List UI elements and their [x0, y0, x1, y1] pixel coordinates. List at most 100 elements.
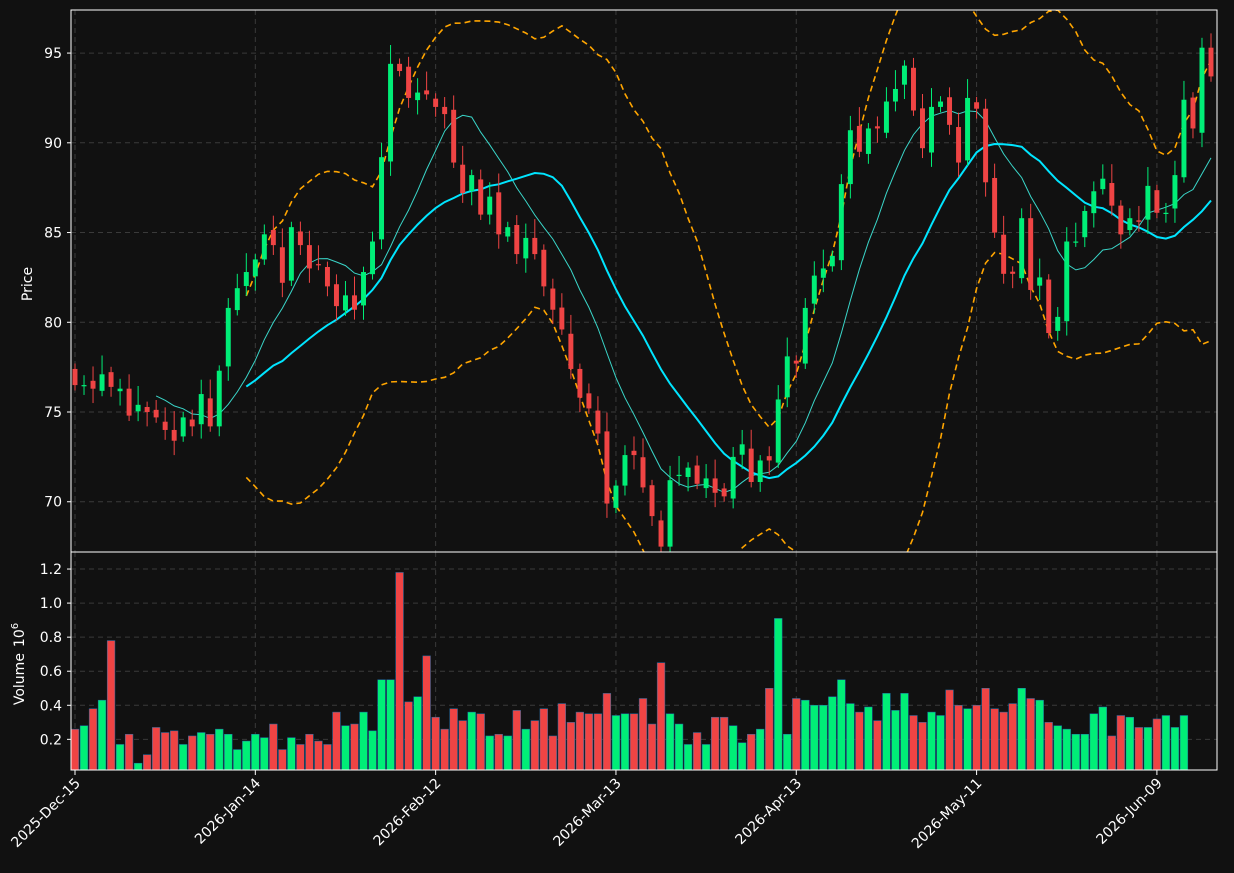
price-tick-label: 75 [44, 405, 62, 421]
volume-bar [819, 705, 828, 771]
price-axis-label: Price [20, 267, 36, 301]
candle-body [559, 307, 565, 330]
volume-bar [269, 723, 278, 771]
volume-bar [467, 711, 476, 771]
candle-body [883, 101, 889, 133]
candle-body [974, 102, 980, 109]
candle-body [694, 465, 700, 484]
candle-body [929, 106, 934, 153]
candle-body [685, 467, 691, 477]
volume-bar [683, 744, 693, 771]
candle-body [81, 385, 87, 387]
volume-bar [233, 749, 242, 771]
volume-tick-label: 0.4 [40, 698, 62, 714]
candle-body [730, 456, 736, 499]
volume-bar [115, 744, 125, 771]
candle-body [550, 288, 556, 310]
candle-body [1037, 277, 1043, 286]
volume-axis-label: Volume 106 [10, 623, 28, 705]
volume-bar [359, 711, 368, 771]
volume-bar [1035, 699, 1044, 771]
candle-body [189, 419, 195, 427]
candle-body [234, 288, 240, 311]
candle-body [108, 372, 114, 387]
price-y-axis: 70 75 80 85 90 95 [44, 46, 71, 511]
candle-body [415, 92, 421, 101]
volume-bar [197, 732, 206, 771]
volume-bar [557, 703, 566, 771]
volume-bar [161, 732, 170, 771]
candle-body [829, 255, 835, 267]
volume-bar [692, 732, 702, 771]
volume-bar [738, 742, 747, 771]
candle-body [333, 284, 339, 307]
price-tick-label: 90 [44, 136, 62, 152]
candle-body [541, 249, 547, 287]
volume-bar [1161, 715, 1171, 771]
volume-panel-frame [70, 551, 1218, 771]
candle-body [703, 478, 709, 489]
candle-body [406, 66, 412, 98]
candle-body [1145, 185, 1151, 220]
volume-bar [990, 708, 999, 771]
volume-bar [431, 716, 440, 771]
candle-body [920, 108, 925, 149]
volume-bar [494, 733, 503, 771]
volume-bar [377, 679, 386, 771]
x-tick-label: 2026-Apr-13 [733, 776, 806, 849]
volume-bar [97, 699, 107, 771]
x-tick-label: 2025-Dec-15 [8, 776, 83, 851]
volume-bar [1071, 733, 1080, 771]
price-tick-label: 95 [44, 46, 62, 62]
volume-bar [548, 735, 557, 771]
volume-bar [999, 711, 1008, 771]
volume-bar [152, 727, 161, 771]
candle-body [721, 488, 727, 497]
volume-bar [1062, 728, 1071, 771]
price-tick-label: 85 [44, 226, 62, 242]
candle-body [658, 520, 664, 547]
volume-label-text: Volume [12, 653, 28, 705]
candle-body [775, 399, 781, 463]
volume-bar [449, 708, 458, 771]
x-tick-label: 2026-May-11 [909, 776, 986, 853]
volume-bar [873, 720, 882, 771]
slow-moving-average-line [245, 142, 1212, 480]
candle-body [1181, 99, 1187, 178]
candle-body [117, 388, 123, 392]
candle-body [288, 227, 294, 281]
candle-body [451, 109, 457, 163]
candle-body [1046, 279, 1052, 334]
volume-bar [287, 737, 296, 771]
volume-bar [1008, 703, 1017, 771]
candle-body [1064, 241, 1070, 322]
x-tick-label: 2026-Mar-13 [550, 776, 624, 850]
volume-tick-label: 0.8 [40, 630, 62, 646]
volume-bar [1152, 718, 1162, 771]
candle-body [99, 374, 105, 391]
candle-body [1109, 183, 1115, 206]
candle-body [135, 404, 141, 412]
volume-bar [88, 708, 98, 771]
volume-bar [954, 705, 963, 771]
candle-body [1172, 175, 1178, 209]
volume-bar [341, 725, 350, 771]
volume-bar [1017, 688, 1026, 771]
candle-body [442, 106, 448, 115]
candle-body [379, 157, 385, 240]
volume-tick-label: 0.2 [40, 732, 62, 748]
volume-bar [629, 713, 639, 771]
volume-bar [882, 693, 891, 771]
candle-body [938, 101, 944, 107]
volume-bar [1134, 727, 1143, 771]
volume-bar [395, 572, 404, 771]
volume-bar [1107, 735, 1116, 771]
candle-body [306, 245, 312, 269]
candle-body [243, 272, 249, 287]
volume-bar [124, 733, 134, 771]
volume-tick-label: 1.2 [40, 562, 62, 578]
candle-body [1190, 97, 1196, 129]
candle-body [207, 398, 213, 427]
candle-body [532, 237, 538, 255]
volume-bar [711, 716, 720, 771]
